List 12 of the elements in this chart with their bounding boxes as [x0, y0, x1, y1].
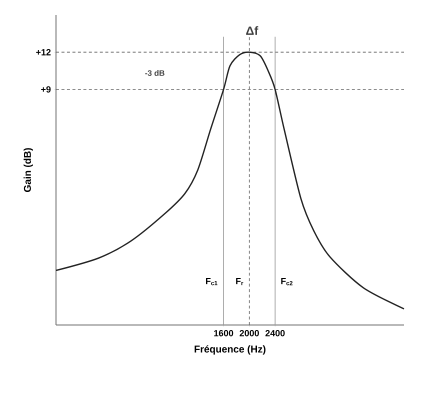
ref-line-label: F$_{c1}$ — [206, 278, 218, 286]
y-axis-title: Gain (dB) — [24, 148, 33, 192]
x-tick-label: 2000 — [240, 330, 259, 336]
y-tick-label: +9 — [41, 86, 51, 93]
x-axis-title: Fréquence (Hz) — [194, 345, 266, 355]
x-tick-label: 1600 — [214, 330, 234, 336]
ref-line-label: F$_{r}$ — [236, 278, 244, 286]
ref-line-label: F$_{c2}$ — [281, 278, 293, 286]
annotation: Δf — [246, 26, 258, 35]
x-tick-label: 2400 — [265, 330, 285, 336]
line-series — [55, 51, 405, 310]
y-tick-label: +12 — [36, 49, 51, 56]
